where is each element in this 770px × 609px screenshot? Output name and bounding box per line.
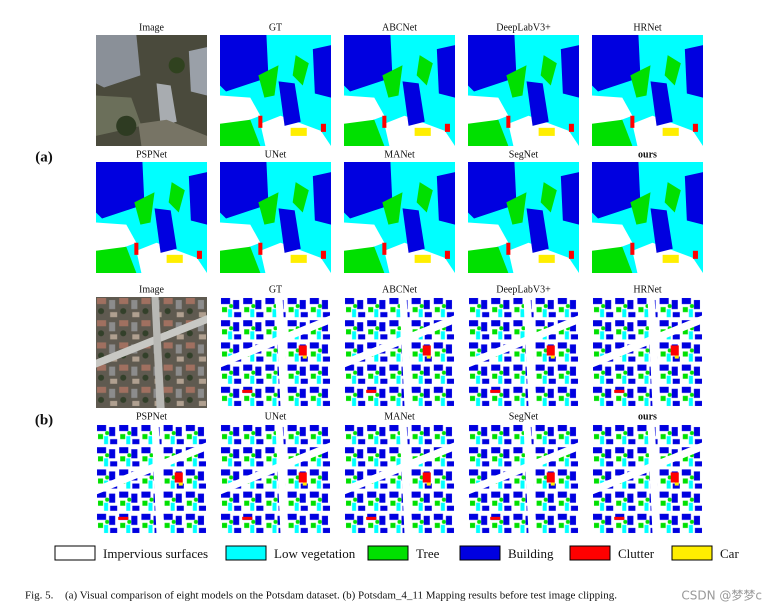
panel-label: (b) [35, 412, 53, 428]
legend-label: Tree [416, 546, 440, 561]
tile-label: UNet [265, 411, 287, 422]
segmentation-map [592, 297, 703, 408]
tile-label: Image [139, 284, 165, 295]
tile-label: HRNet [633, 22, 662, 33]
segmentation-map [220, 424, 331, 535]
segmentation-map [592, 162, 703, 273]
segmentation-map [468, 297, 579, 408]
legend-swatch [54, 545, 96, 561]
legend-swatch [569, 545, 611, 561]
segmentation-map [344, 297, 455, 408]
segmentation-map [220, 297, 331, 408]
segmentation-map [468, 35, 579, 146]
aerial-image [96, 35, 207, 146]
tile-label: Image [139, 22, 165, 33]
legend-label: Clutter [618, 546, 655, 561]
tile-label: ABCNet [382, 22, 417, 33]
tile-label: DeepLabV3+ [496, 22, 551, 33]
tile-label: ABCNet [382, 284, 417, 295]
segmentation-map [96, 162, 207, 273]
tile-label: DeepLabV3+ [496, 284, 551, 295]
tile-label: GT [269, 284, 282, 295]
tile-label: HRNet [633, 284, 662, 295]
tile-label: MANet [384, 149, 415, 160]
legend-label: Low vegetation [274, 546, 356, 561]
legend-swatch [225, 545, 267, 561]
tile-label: GT [269, 22, 282, 33]
tile-label: UNet [265, 149, 287, 160]
tile-label: SegNet [509, 411, 539, 422]
tile-label: SegNet [509, 149, 539, 160]
legend-swatch [367, 545, 409, 561]
caption-text: (a) Visual comparison of eight models on… [65, 590, 617, 602]
legend-swatch [671, 545, 713, 561]
caption-number: Fig. 5. [25, 590, 54, 602]
segmentation-map [344, 35, 455, 146]
tile-label: ours [638, 411, 657, 422]
segmentation-map [220, 162, 331, 273]
legend-label: Building [508, 546, 554, 561]
segmentation-map [220, 35, 331, 146]
segmentation-map [468, 162, 579, 273]
segmentation-map [96, 424, 207, 535]
legend-label: Impervious surfaces [103, 546, 208, 561]
tile-label: PSPNet [136, 149, 167, 160]
tile-label: ours [638, 149, 657, 160]
segmentation-map [468, 424, 579, 535]
panel-label: (a) [35, 149, 53, 165]
watermark: CSDN @梦梦c [681, 589, 762, 603]
segmentation-map [592, 424, 703, 535]
segmentation-map [592, 35, 703, 146]
segmentation-map [344, 424, 455, 535]
legend-swatch [459, 545, 501, 561]
tile-label: MANet [384, 411, 415, 422]
segmentation-map [344, 162, 455, 273]
aerial-image [96, 297, 207, 408]
legend-label: Car [720, 546, 739, 561]
tile-label: PSPNet [136, 411, 167, 422]
